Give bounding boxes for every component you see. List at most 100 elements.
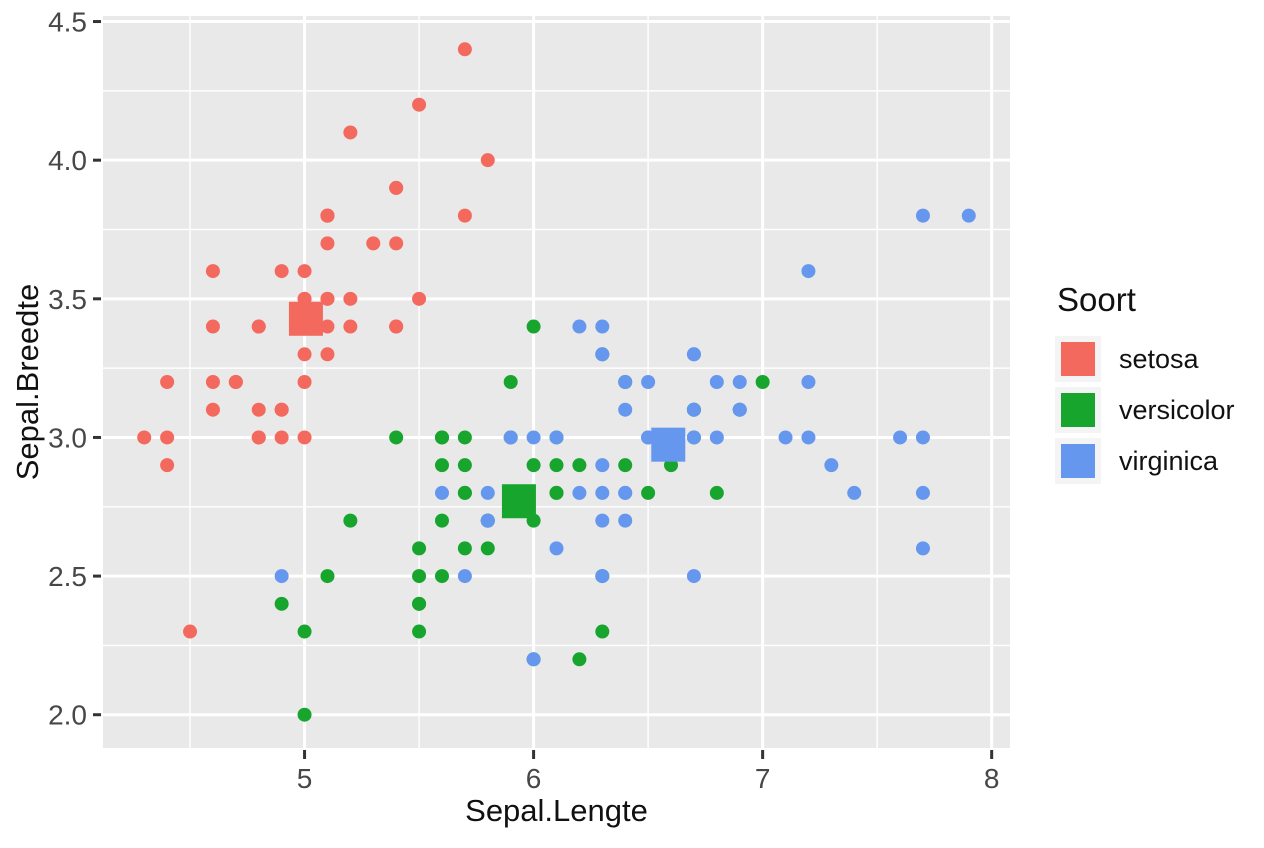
data-point-setosa <box>389 236 404 251</box>
panel-background <box>103 16 1010 748</box>
legend-item-virginica: virginica <box>1055 438 1235 484</box>
data-point-setosa <box>320 319 335 334</box>
data-point-virginica <box>595 347 610 362</box>
data-point-setosa <box>297 264 312 279</box>
data-point-virginica <box>732 402 747 417</box>
centroid-virginica <box>651 427 686 462</box>
data-point-setosa <box>160 458 175 473</box>
data-point-virginica <box>686 402 701 417</box>
data-point-setosa <box>457 42 472 57</box>
data-point-setosa <box>412 97 427 112</box>
legend-label-versicolor: versicolor <box>1119 394 1235 425</box>
data-point-virginica <box>595 569 610 584</box>
data-point-virginica <box>480 485 495 500</box>
data-point-virginica <box>572 485 587 500</box>
data-point-versicolor <box>434 513 449 528</box>
data-point-versicolor <box>434 458 449 473</box>
data-point-versicolor <box>526 319 541 334</box>
data-point-virginica <box>618 485 633 500</box>
data-point-virginica <box>618 375 633 389</box>
data-point-virginica <box>961 208 976 223</box>
data-point-virginica <box>686 569 701 584</box>
y-tick-label: 4.0 <box>48 145 87 176</box>
legend-key-setosa <box>1055 336 1101 382</box>
data-point-setosa <box>389 180 404 195</box>
y-tick-label: 4.5 <box>48 7 87 38</box>
data-point-virginica <box>801 375 816 389</box>
legend-item-versicolor: versicolor <box>1055 387 1235 433</box>
data-point-virginica <box>274 569 289 584</box>
data-point-versicolor <box>457 541 472 556</box>
data-point-versicolor <box>320 569 335 584</box>
data-point-versicolor <box>389 430 404 445</box>
data-point-setosa <box>297 347 312 362</box>
data-point-virginica <box>732 375 747 389</box>
data-point-setosa <box>343 125 358 140</box>
data-point-versicolor <box>434 569 449 584</box>
y-tick-label: 2.5 <box>48 561 87 592</box>
data-point-setosa <box>251 319 266 334</box>
data-point-versicolor <box>457 458 472 473</box>
data-point-virginica <box>457 569 472 584</box>
data-point-virginica <box>595 513 610 528</box>
data-point-setosa <box>320 236 335 251</box>
data-point-virginica <box>572 319 587 334</box>
data-point-versicolor <box>412 569 427 584</box>
data-point-setosa <box>205 375 220 389</box>
legend-key-virginica <box>1055 438 1101 484</box>
data-point-setosa <box>205 319 220 334</box>
data-point-setosa <box>480 153 495 168</box>
data-point-versicolor <box>664 458 679 473</box>
data-point-virginica <box>503 430 518 445</box>
data-point-versicolor <box>572 652 587 667</box>
data-point-virginica <box>847 485 862 500</box>
legend-title: Soort <box>1057 281 1136 318</box>
data-point-setosa <box>274 264 289 279</box>
data-point-setosa <box>320 208 335 223</box>
legend-label-virginica: virginica <box>1119 445 1219 476</box>
data-point-versicolor <box>457 430 472 445</box>
centroid-setosa <box>288 301 323 336</box>
legend-swatch-virginica <box>1061 444 1095 478</box>
data-point-virginica <box>480 513 495 528</box>
data-point-virginica <box>595 458 610 473</box>
data-point-virginica <box>549 541 564 556</box>
data-point-versicolor <box>549 485 564 500</box>
legend-swatch-setosa <box>1061 342 1095 376</box>
data-point-versicolor <box>549 458 564 473</box>
y-tick-label: 3.5 <box>48 284 87 315</box>
data-point-setosa <box>297 430 312 445</box>
data-point-setosa <box>320 347 335 362</box>
data-point-versicolor <box>618 458 633 473</box>
data-point-setosa <box>251 402 266 417</box>
legend-swatch-versicolor <box>1061 393 1095 427</box>
legend-item-setosa: setosa <box>1055 336 1235 382</box>
data-point-setosa <box>366 236 381 251</box>
data-point-virginica <box>526 652 541 667</box>
data-point-setosa <box>412 291 427 306</box>
data-point-versicolor <box>434 430 449 445</box>
data-point-versicolor <box>457 485 472 500</box>
data-point-versicolor <box>709 485 724 500</box>
data-point-virginica <box>686 347 701 362</box>
data-point-virginica <box>709 430 724 445</box>
data-point-virginica <box>618 513 633 528</box>
data-point-versicolor <box>412 596 427 611</box>
centroid-versicolor <box>501 484 536 519</box>
data-point-virginica <box>801 430 816 445</box>
data-point-versicolor <box>755 375 770 389</box>
data-point-setosa <box>343 291 358 306</box>
data-point-virginica <box>801 264 816 279</box>
data-point-versicolor <box>503 375 518 389</box>
data-point-setosa <box>251 430 266 445</box>
data-point-setosa <box>160 375 175 389</box>
data-point-virginica <box>915 541 930 556</box>
data-point-setosa <box>320 291 335 306</box>
legend: Soort setosa versicolor virginica <box>1055 281 1235 489</box>
data-point-setosa <box>274 402 289 417</box>
data-point-setosa <box>160 430 175 445</box>
data-point-versicolor <box>297 624 312 639</box>
x-tick-label: 7 <box>755 763 771 794</box>
data-point-versicolor <box>641 485 656 500</box>
